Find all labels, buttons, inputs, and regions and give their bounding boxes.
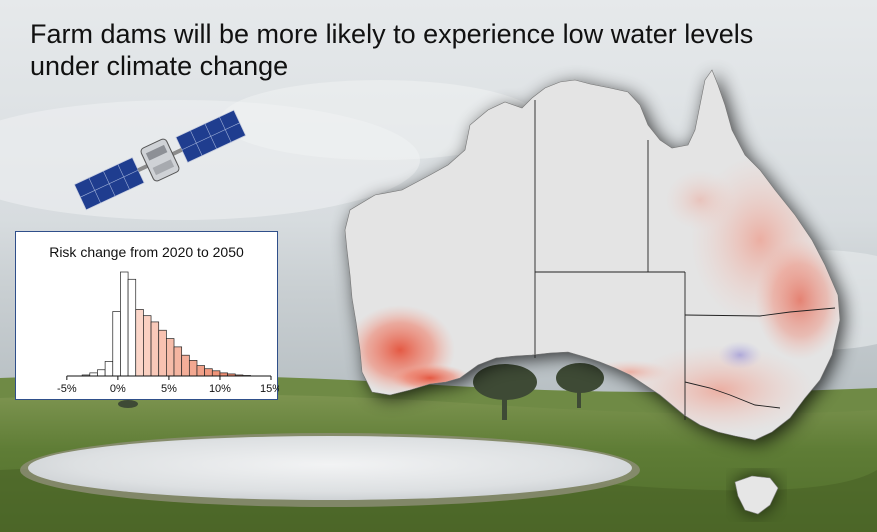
- histogram-bar: [188, 360, 198, 377]
- histogram-bar: [211, 370, 221, 377]
- histogram-bar: [143, 315, 152, 377]
- histogram-bar: [173, 346, 183, 377]
- tree-icon: [118, 363, 604, 420]
- x-tick-label: 5%: [161, 383, 177, 395]
- title-line-2: under climate change: [30, 51, 289, 81]
- histogram-bars: [81, 271, 251, 377]
- histogram-bar: [97, 369, 106, 377]
- histogram-bar: [150, 321, 160, 377]
- page-title: Farm dams will be more likely to experie…: [30, 18, 850, 82]
- x-axis-ticks: -5% 0% 5% 10% 15%: [57, 376, 279, 395]
- histogram-bar: [127, 278, 137, 377]
- title-line-1: Farm dams will be more likely to experie…: [30, 19, 754, 49]
- histogram-bar: [158, 329, 167, 377]
- x-tick-label: 15%: [260, 383, 279, 395]
- histogram-bar: [112, 311, 121, 377]
- histogram-bar: [120, 271, 129, 377]
- histogram-bar: [104, 361, 114, 377]
- histogram-panel: Risk change from 2020 to 2050 -5% 0% 5% 10%…: [15, 231, 279, 400]
- chart-title: Risk change from 2020 to 2050: [49, 244, 244, 260]
- x-tick-label: 10%: [209, 383, 231, 395]
- x-tick-label: -5%: [57, 383, 77, 395]
- histogram-bar: [204, 368, 213, 377]
- histogram-chart: -5% 0% 5% 10% 15%: [57, 271, 279, 395]
- farm-dam: [20, 433, 640, 507]
- histogram-bar: [181, 354, 190, 377]
- satellite-icon: [73, 109, 247, 211]
- australia-map: [344, 69, 844, 515]
- histogram-bar: [196, 365, 205, 377]
- histogram-bar: [135, 309, 144, 377]
- x-tick-label: 0%: [110, 383, 126, 395]
- histogram-bar: [166, 338, 175, 377]
